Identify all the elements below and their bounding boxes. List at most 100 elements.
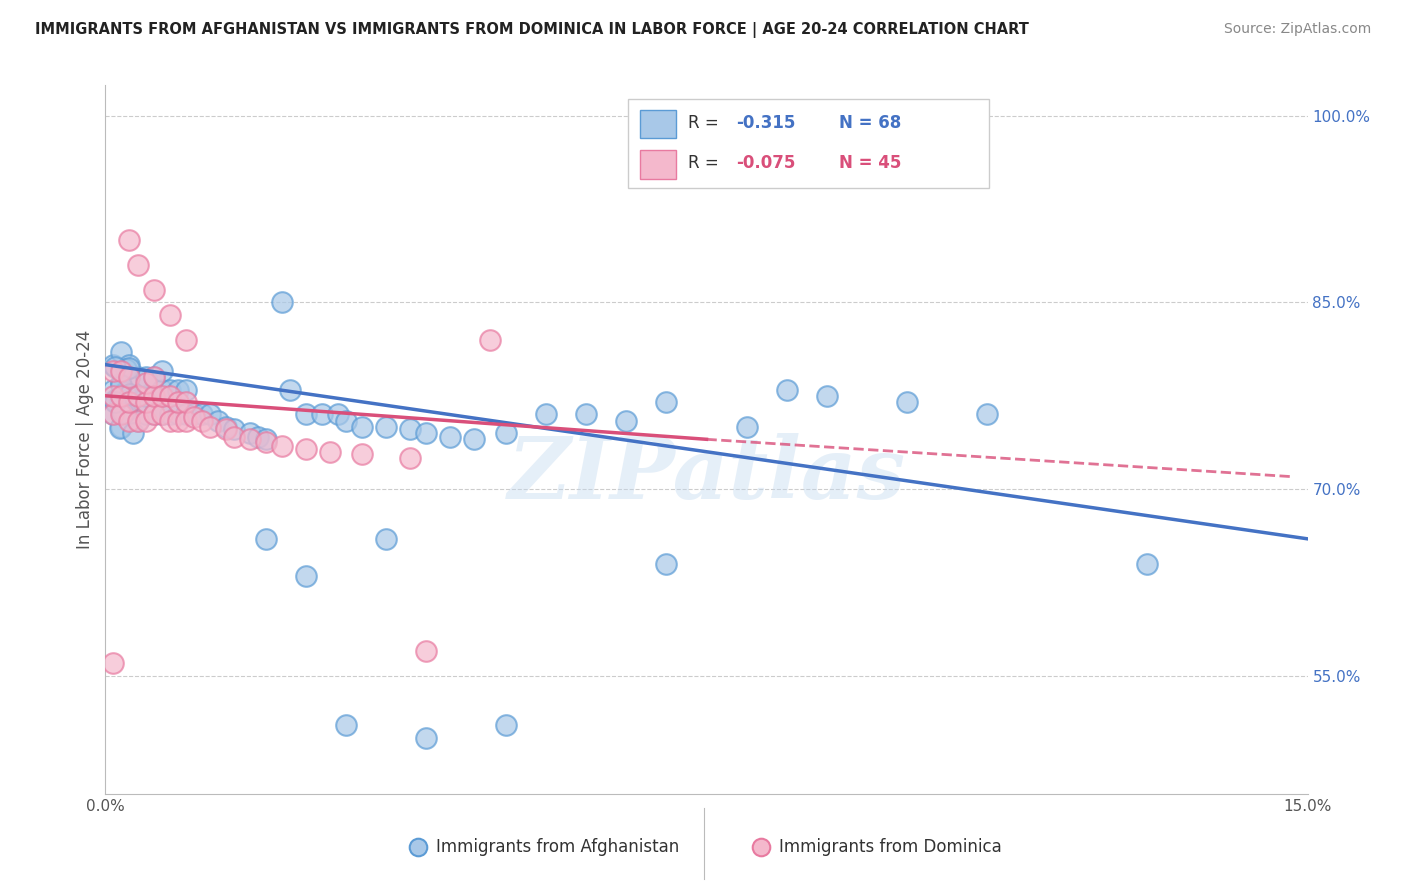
- Point: [159, 308, 181, 322]
- Point: [534, 408, 557, 422]
- Point: [254, 432, 277, 446]
- Point: [127, 389, 149, 403]
- Point: [135, 395, 157, 409]
- Point: [118, 408, 141, 422]
- Text: Source: ZipAtlas.com: Source: ZipAtlas.com: [1223, 22, 1371, 37]
- Point: [142, 408, 165, 422]
- Point: [142, 370, 165, 384]
- Point: [127, 414, 149, 428]
- Point: [183, 409, 205, 424]
- FancyBboxPatch shape: [628, 99, 988, 187]
- Point: [104, 393, 127, 408]
- Point: [335, 414, 357, 428]
- Point: [118, 387, 141, 401]
- FancyBboxPatch shape: [640, 151, 676, 178]
- Point: [270, 295, 292, 310]
- Point: [1136, 557, 1159, 571]
- Text: R =: R =: [689, 114, 724, 132]
- Point: [166, 395, 188, 409]
- Point: [976, 408, 998, 422]
- Point: [103, 389, 125, 403]
- Point: [183, 408, 205, 422]
- Point: [399, 450, 422, 465]
- Point: [103, 383, 125, 397]
- Point: [103, 358, 125, 372]
- Point: [118, 395, 141, 409]
- Point: [166, 414, 188, 428]
- Point: [142, 283, 165, 297]
- Point: [350, 447, 373, 461]
- Point: [174, 333, 197, 347]
- Point: [110, 364, 132, 378]
- Point: [350, 420, 373, 434]
- Text: ZIPatlas: ZIPatlas: [508, 433, 905, 516]
- Point: [142, 408, 165, 422]
- Point: [110, 420, 132, 434]
- Point: [311, 408, 333, 422]
- Point: [142, 370, 165, 384]
- Point: [110, 376, 132, 391]
- FancyBboxPatch shape: [640, 110, 676, 138]
- Point: [118, 370, 141, 384]
- Point: [103, 408, 125, 422]
- Text: N = 45: N = 45: [839, 153, 901, 172]
- Point: [111, 406, 134, 420]
- Point: [319, 444, 342, 458]
- Point: [142, 389, 165, 403]
- Point: [142, 389, 165, 403]
- Point: [463, 432, 485, 446]
- Point: [815, 389, 838, 403]
- Point: [150, 408, 173, 422]
- Point: [110, 397, 132, 411]
- Point: [111, 406, 134, 420]
- Point: [278, 383, 301, 397]
- Point: [150, 364, 173, 378]
- Point: [150, 389, 173, 403]
- Point: [254, 532, 277, 546]
- Point: [239, 426, 262, 441]
- Point: [115, 362, 138, 376]
- Point: [135, 376, 157, 391]
- Y-axis label: In Labor Force | Age 20-24: In Labor Force | Age 20-24: [76, 330, 94, 549]
- Text: IMMIGRANTS FROM AFGHANISTAN VS IMMIGRANTS FROM DOMINICA IN LABOR FORCE | AGE 20-: IMMIGRANTS FROM AFGHANISTAN VS IMMIGRANT…: [35, 22, 1029, 38]
- Point: [135, 414, 157, 428]
- Point: [108, 421, 131, 435]
- Point: [575, 408, 598, 422]
- Point: [335, 718, 357, 732]
- Point: [121, 425, 143, 440]
- Point: [135, 408, 157, 422]
- Point: [127, 414, 149, 428]
- Point: [415, 644, 437, 658]
- Point: [254, 434, 277, 449]
- Point: [655, 395, 678, 409]
- Point: [326, 408, 349, 422]
- Text: Immigrants from Afghanistan: Immigrants from Afghanistan: [436, 838, 679, 856]
- Point: [118, 358, 141, 372]
- Point: [495, 718, 517, 732]
- Point: [104, 395, 127, 409]
- Point: [399, 422, 422, 436]
- Point: [159, 414, 181, 428]
- Point: [222, 430, 245, 444]
- Point: [270, 438, 292, 452]
- Point: [776, 383, 799, 397]
- Point: [239, 432, 262, 446]
- Point: [103, 408, 125, 422]
- Point: [174, 414, 197, 428]
- Point: [118, 233, 141, 247]
- Point: [295, 569, 318, 583]
- Point: [198, 408, 221, 422]
- Point: [655, 557, 678, 571]
- Point: [135, 370, 157, 384]
- Point: [214, 420, 236, 434]
- Point: [295, 408, 318, 422]
- Point: [110, 345, 132, 359]
- Point: [374, 420, 398, 434]
- Point: [166, 383, 188, 397]
- Point: [118, 389, 141, 403]
- Point: [114, 384, 136, 399]
- Point: [127, 258, 149, 272]
- Point: [174, 395, 197, 409]
- Point: [118, 361, 141, 376]
- Point: [166, 408, 188, 422]
